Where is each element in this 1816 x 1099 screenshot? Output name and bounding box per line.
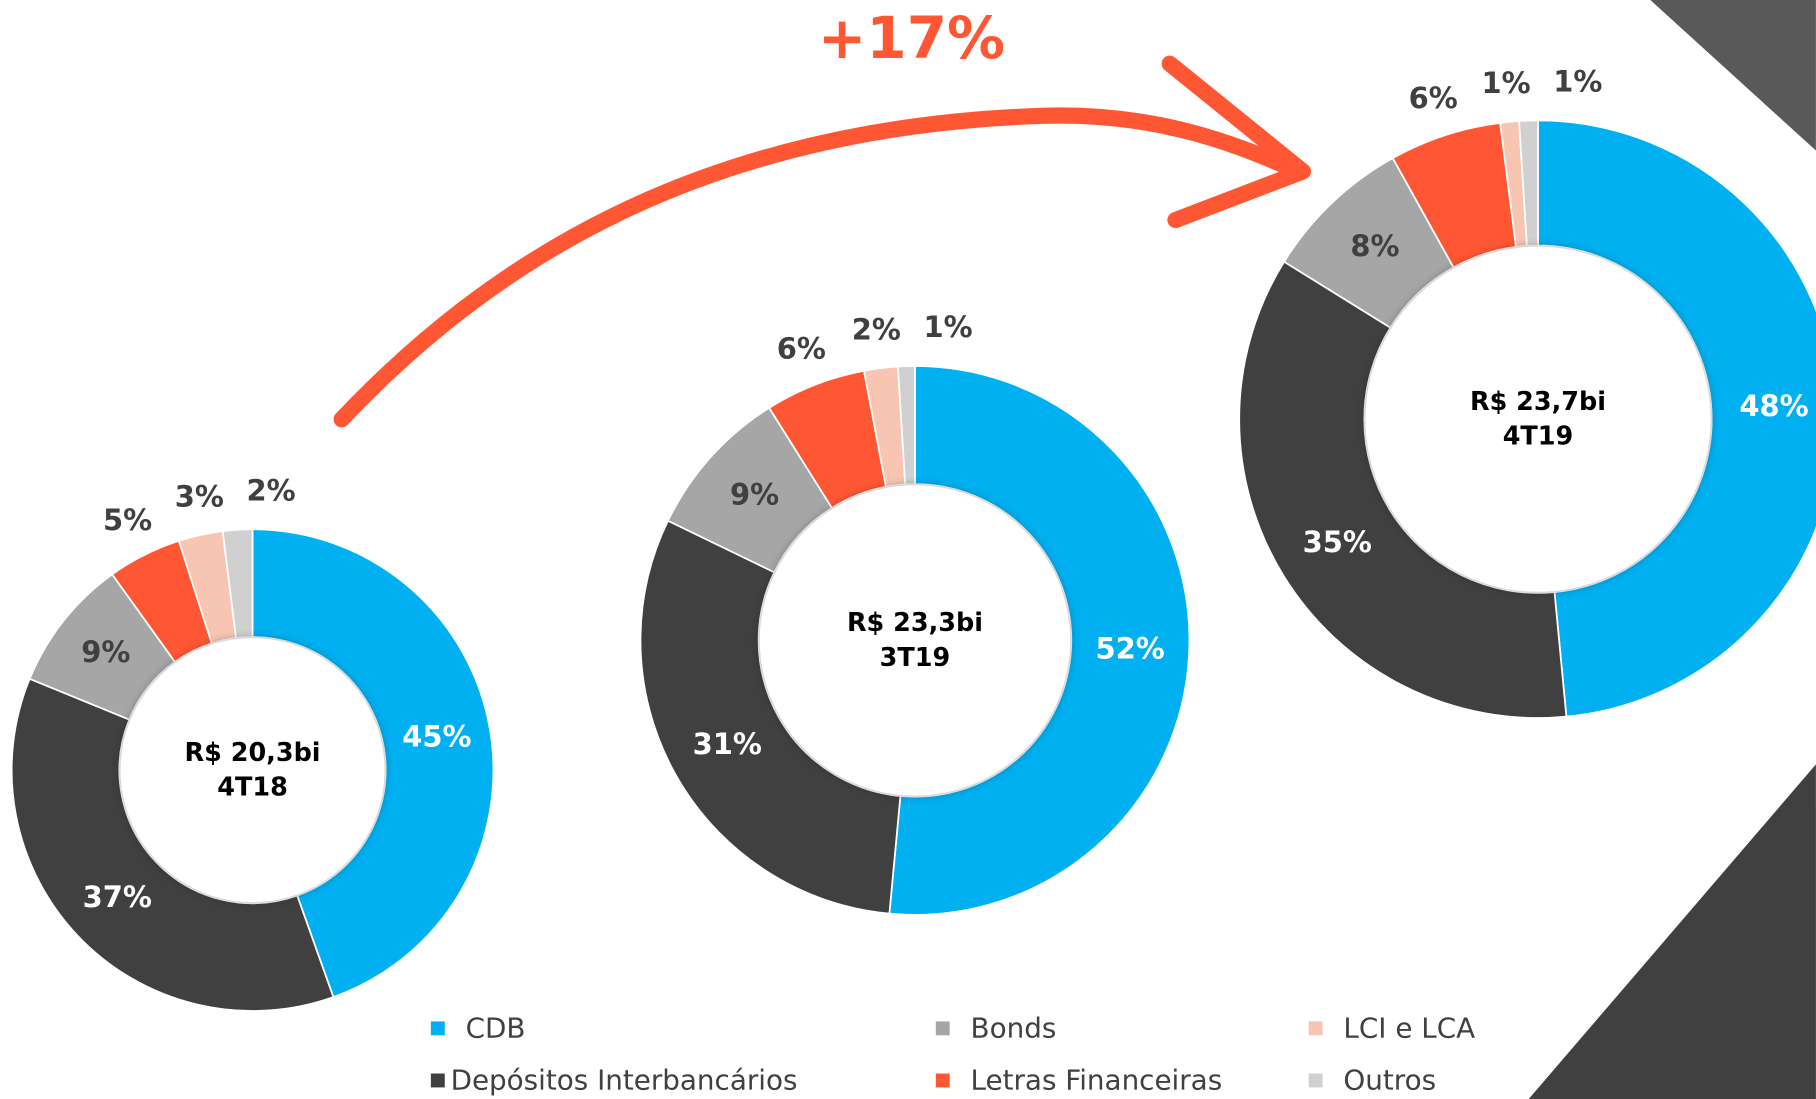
- center-period: 3T19: [880, 643, 951, 673]
- donut-hole: [1365, 246, 1711, 592]
- legend-label: Letras Financeiras: [971, 1064, 1223, 1097]
- legend-swatch: [1308, 1021, 1323, 1036]
- legend-label: LCI e LCA: [1343, 1012, 1475, 1045]
- data-label: 35%: [1303, 525, 1372, 559]
- data-label: 1%: [1553, 65, 1602, 99]
- decor-bottom: [1528, 764, 1816, 1099]
- decor-top: [1650, 0, 1816, 151]
- data-label: 9%: [81, 635, 130, 669]
- legend-label: CDB: [466, 1012, 526, 1045]
- donut-hole: [759, 485, 1071, 796]
- data-label: 52%: [1095, 631, 1164, 665]
- data-label: 1%: [1481, 66, 1530, 100]
- legend-label: Depósitos Interbancários: [451, 1064, 798, 1097]
- legend-swatch: [430, 1073, 445, 1088]
- donut-segment: [1537, 119, 1816, 718]
- legend-swatch: [430, 1021, 445, 1036]
- center-label: R$ 23,3bi: [847, 608, 983, 638]
- data-label: 5%: [103, 503, 152, 537]
- data-label: 8%: [1350, 229, 1399, 263]
- arrow-head: [1161, 55, 1312, 229]
- data-label: 2%: [852, 312, 901, 346]
- data-label: 48%: [1739, 389, 1808, 423]
- data-label: 37%: [83, 880, 152, 914]
- data-label: 45%: [402, 719, 471, 753]
- data-label: 31%: [693, 727, 762, 761]
- data-label: 9%: [730, 478, 779, 512]
- donut-segment: [1518, 119, 1539, 247]
- donut-segment: [251, 528, 495, 999]
- data-label: 6%: [1409, 81, 1458, 115]
- legend-swatch: [935, 1073, 950, 1088]
- donut-segment: [888, 365, 1191, 916]
- donut-segment: [221, 528, 254, 639]
- donut-segment: [639, 519, 902, 915]
- data-label: 3%: [175, 480, 224, 514]
- legend-label: Bonds: [971, 1012, 1057, 1045]
- donut-segment: [1238, 260, 1568, 719]
- data-label: 1%: [924, 310, 973, 344]
- center-period: 4T18: [217, 773, 288, 803]
- donut-segment: [896, 365, 916, 486]
- legend-swatch: [935, 1021, 950, 1036]
- data-label: 2%: [247, 474, 296, 508]
- growth-annotation: +17%: [818, 4, 1005, 72]
- center-label: R$ 23,7bi: [1470, 387, 1606, 417]
- data-label: 6%: [777, 331, 826, 365]
- arrow: [333, 107, 1306, 428]
- donut-segment: [10, 677, 335, 1012]
- donut-hole: [120, 638, 385, 903]
- center-label: R$ 20,3bi: [185, 738, 321, 768]
- legend-swatch: [1308, 1073, 1323, 1088]
- legend-label: Outros: [1343, 1064, 1436, 1097]
- center-period: 4T19: [1503, 422, 1574, 452]
